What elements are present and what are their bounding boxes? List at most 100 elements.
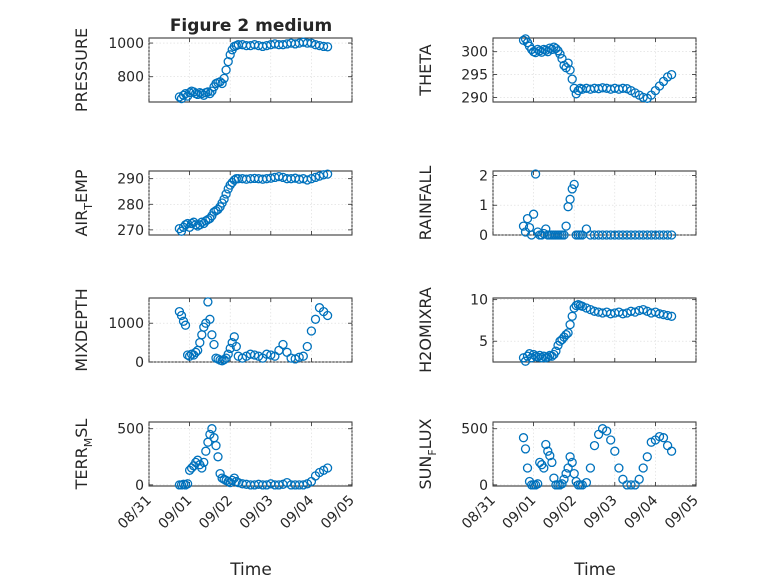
data-point [199,457,209,468]
y-tick-label: 500 [117,422,144,438]
subplot-mixdepth: 0 1000 MIXDEPTH [72,288,353,372]
subplot-rainfall: 0 1 2 RAINFALL [416,166,697,244]
subplot-terr-msl: 0 500 08/31 09/01 09/02 09/03 09/04 09/05 TERRMS… [72,419,358,533]
data-point [638,304,648,315]
data-point [555,49,565,59]
data-point [565,194,575,204]
data-point [545,451,555,461]
data-point [577,301,587,311]
data-point [211,440,221,451]
data-point [221,65,231,75]
data-point [213,452,223,462]
y-tick-label: 0 [135,355,144,371]
data-point [561,221,571,231]
data-point [322,169,333,179]
data-point [573,85,583,96]
data-point [650,307,661,317]
y-axis-label: RAINFALL [416,166,435,241]
data-point [522,213,533,224]
data-point [666,69,677,80]
data-point [182,479,193,489]
data-point [581,303,592,313]
data-point [298,480,308,490]
data-point [306,38,317,48]
y-tick-label: 1 [479,198,488,214]
y-tick-label: 280 [117,197,144,213]
data-point [227,475,237,486]
data-point [559,230,569,240]
data-point [547,457,557,468]
x-tick-label: 08/31 [115,493,155,533]
data-point [638,463,648,473]
y-axis-label-subscript: T [82,203,95,211]
y-axis-label-main: SUN [416,456,435,490]
x-tick-label: 09/03 [237,493,277,533]
data-point [229,332,239,342]
x-tick-label: 09/05 [662,493,702,533]
y-axis-label-subscript: M [82,438,95,448]
data-point [266,350,276,360]
data-point [567,457,577,468]
data-point [561,329,571,340]
data-point [559,474,569,484]
data-point [310,314,321,324]
y-tick-label: 270 [117,223,144,239]
data-point [666,446,677,456]
data-point [191,347,201,357]
data-point [618,309,628,319]
x-tick-label: 09/03 [581,493,621,533]
data-point [530,169,541,179]
x-tick-label: 09/04 [621,492,661,532]
data-point [249,350,260,360]
y-axis-label: AIRTEMP [72,169,95,236]
x-tick-label: 09/01 [500,493,540,533]
data-point [225,50,235,60]
plot-area [492,170,697,236]
data-point [658,433,669,443]
data-point [549,473,559,483]
data-point [207,424,217,434]
data-point [585,463,596,473]
data-point [606,435,616,445]
data-point [322,463,333,473]
data-point [585,304,596,315]
data-point [205,314,215,324]
y-axis-label: TERRMSL [72,419,95,491]
data-point [666,311,677,321]
data-point [209,339,219,350]
data-point [219,73,229,84]
data-point [178,90,189,100]
subplot-air-temp: 270 280 290 AIRTEMP [72,169,353,239]
data-point [207,330,217,340]
data-point [223,349,233,359]
y-tick-label: 800 [117,70,144,86]
data-point [231,476,241,487]
data-point [518,433,529,443]
data-point [518,221,529,231]
data-point [193,455,203,465]
data-point [310,172,321,183]
data-point [565,452,575,462]
y-axis-label-main: MIXDEPTH [72,288,91,371]
subplot-sun-flux: 0 500 08/31 09/01 09/02 09/03 09/04 09/05 SUNFLU… [416,418,702,532]
data-point [318,170,329,180]
subplot-h2omixra: 5 10 H2OMIXRA [416,287,697,373]
data-point [557,53,567,64]
data-point [217,78,227,89]
data-point [545,43,555,53]
data-point [618,83,628,93]
x-tick-label: 08/31 [459,493,499,533]
y-axis-label-main: RAINFALL [416,166,435,241]
y-tick-label: 1000 [108,316,144,332]
x-tick-label: 09/02 [540,493,580,533]
data-point [557,479,567,489]
y-tick-label: 1000 [108,36,144,52]
data-point [318,41,329,52]
data-point [638,92,648,103]
subplot-pressure: 800 1000 PRESSURE [72,28,353,112]
data-point [203,297,213,307]
data-point [274,480,284,490]
plot-area [492,421,697,487]
data-point [522,463,533,473]
data-point [543,446,553,456]
